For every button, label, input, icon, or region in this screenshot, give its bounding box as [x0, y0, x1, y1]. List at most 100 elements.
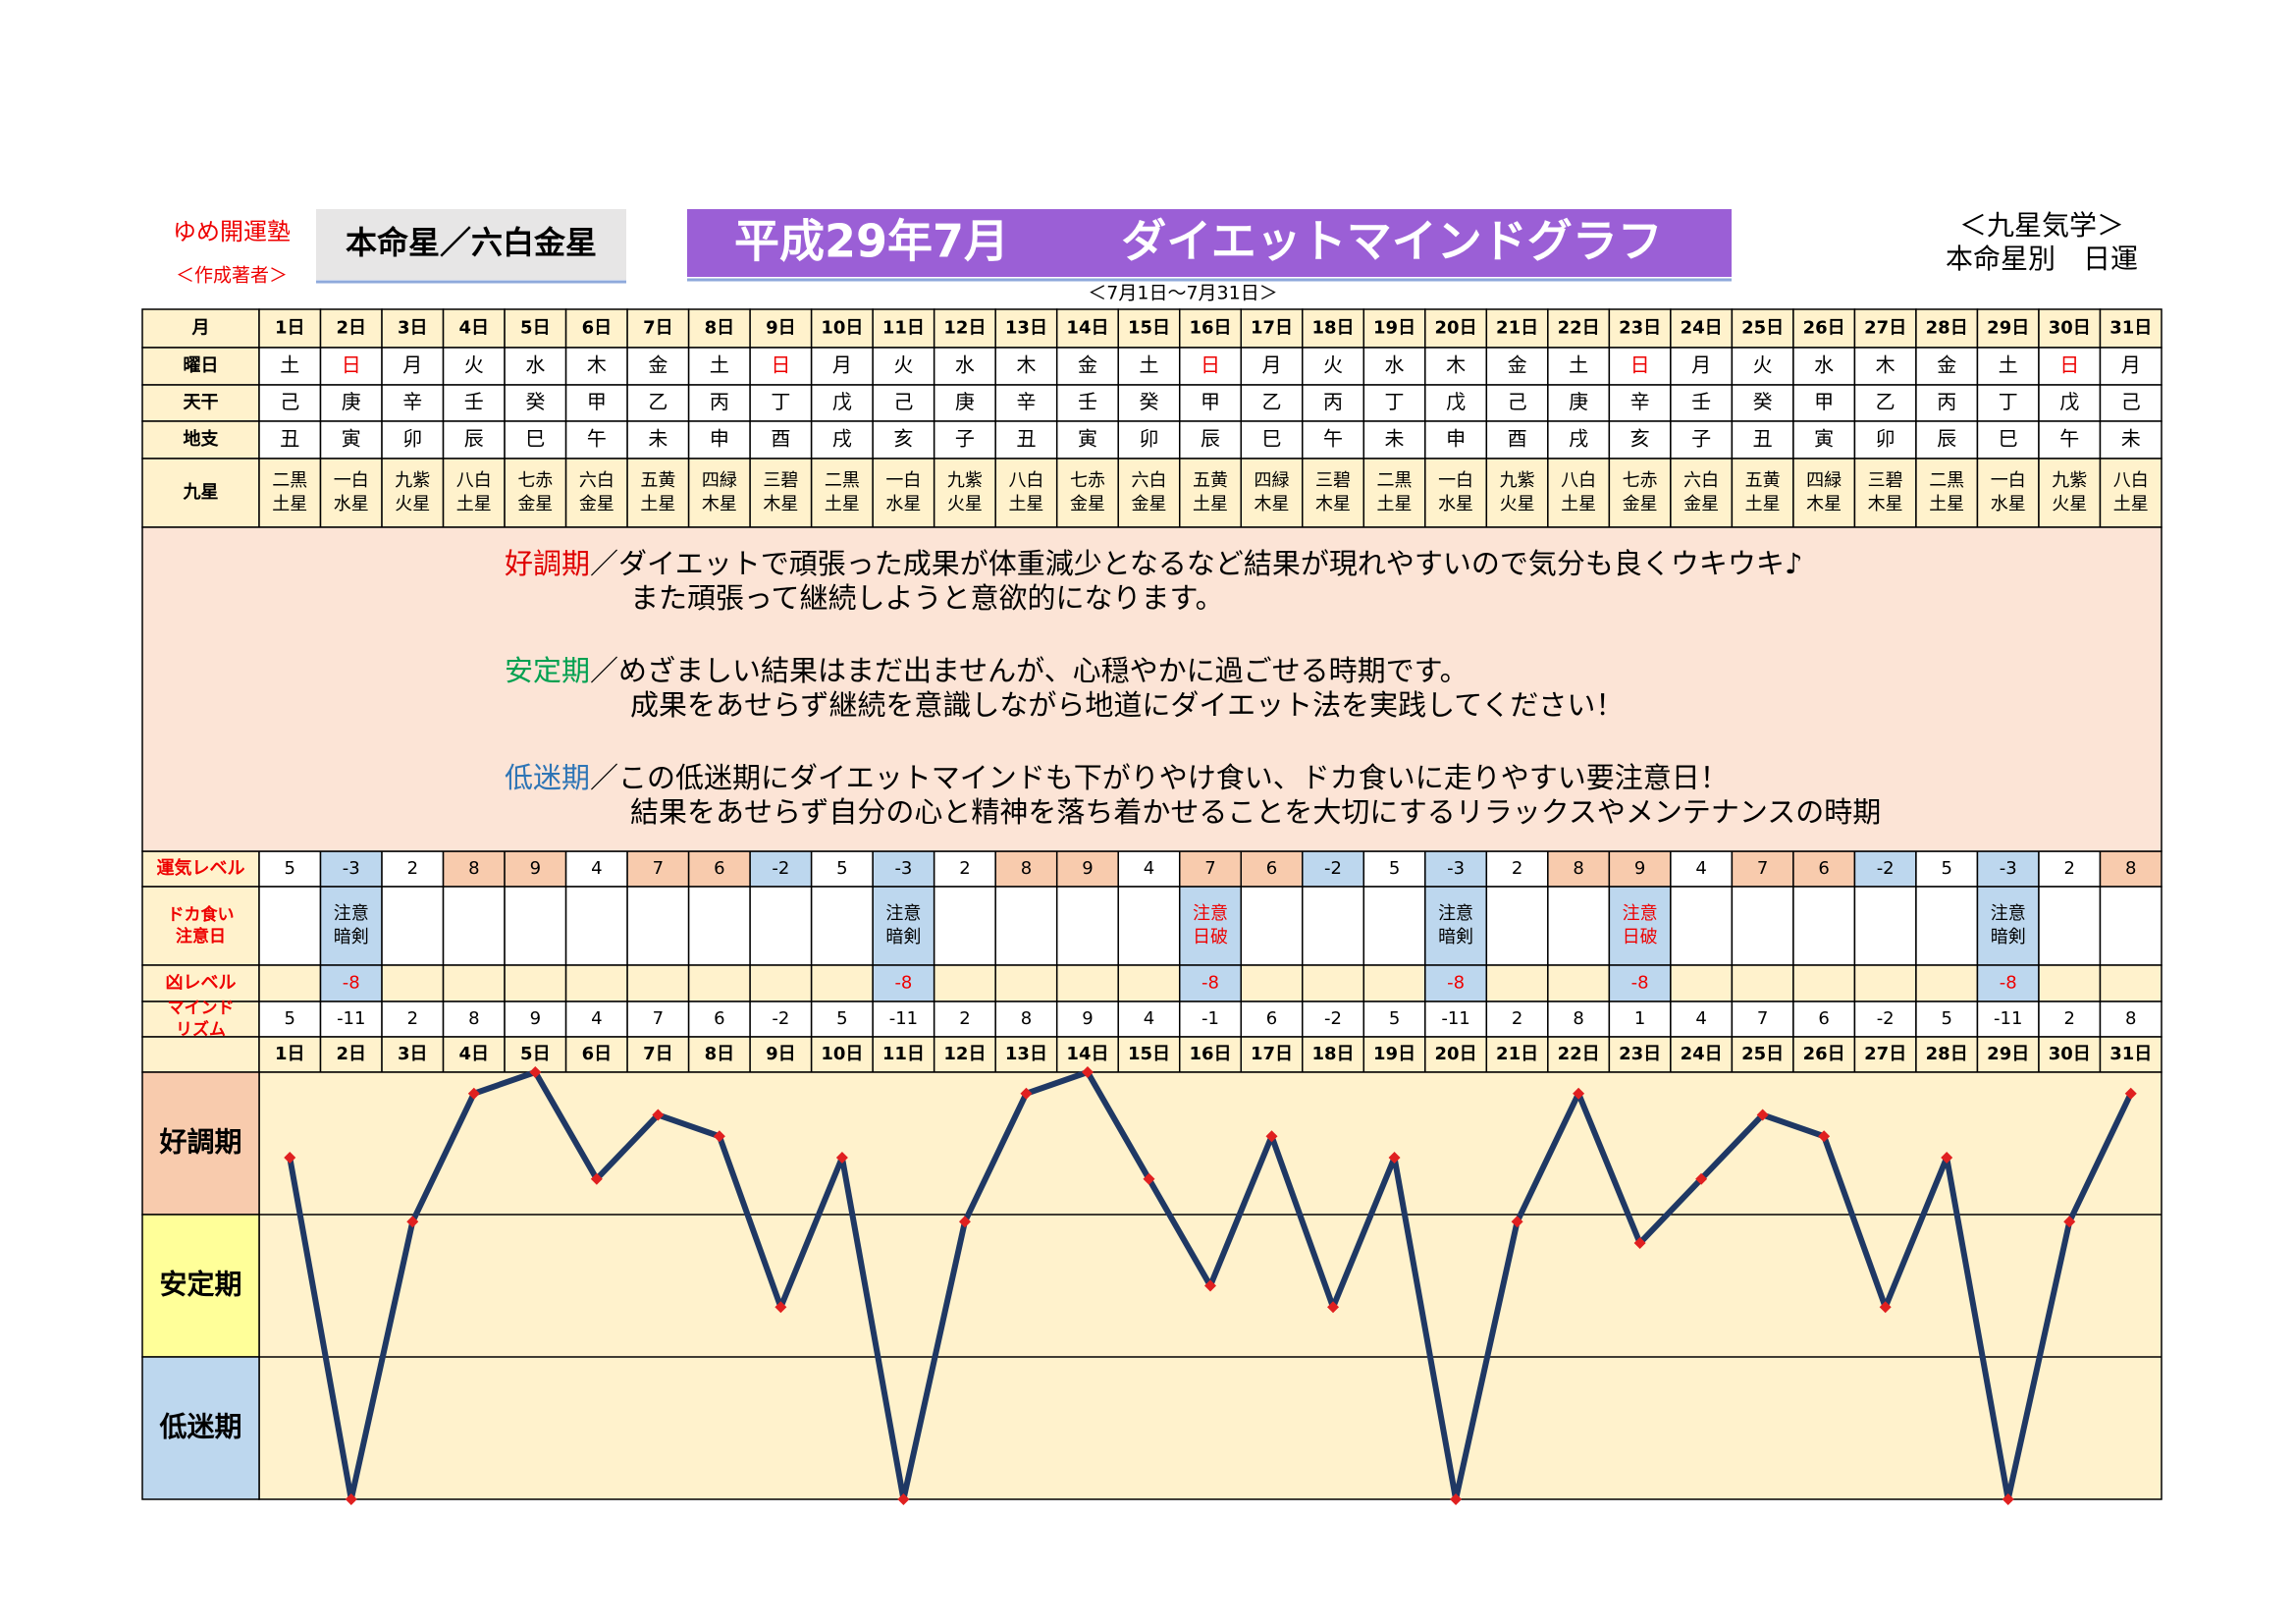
marker	[529, 1066, 542, 1078]
cell	[1915, 850, 1979, 888]
mind-cell: -2	[1877, 1008, 1895, 1029]
kan-cell: 戊	[832, 390, 852, 413]
cell	[1731, 420, 1794, 460]
marker	[1633, 1237, 1646, 1249]
kan-cell: 丙	[710, 390, 729, 413]
cell	[1547, 964, 1611, 1002]
cell	[687, 1001, 751, 1038]
cell	[1424, 347, 1488, 386]
cell	[1485, 886, 1549, 966]
star-cell: 四緑	[702, 470, 737, 491]
star-cell: 八白	[1008, 470, 1043, 491]
month-cell: 29日	[1987, 318, 2029, 339]
luck-cell: -3	[1447, 858, 1465, 879]
shi-cell: 子	[1691, 427, 1711, 451]
shi-cell: 申	[710, 427, 729, 451]
cell	[1976, 347, 2040, 386]
kan-cell: 辛	[1016, 390, 1036, 413]
marker	[467, 1087, 480, 1100]
weekday-cell: 水	[1385, 353, 1405, 377]
day-cell: 31日	[2109, 1044, 2152, 1064]
star-cell: 金星	[579, 494, 614, 514]
range: ＜7月1日～7月31日＞	[1088, 283, 1277, 304]
shi-cell: 寅	[1814, 427, 1834, 451]
cell	[1240, 458, 1304, 528]
shi-cell: 亥	[1630, 427, 1650, 451]
weekday-cell: 土	[280, 353, 299, 377]
shi-cell: 丑	[1016, 427, 1036, 451]
day-cell: 24日	[1681, 1044, 1723, 1064]
cell	[442, 347, 506, 386]
day-cell: 25日	[1741, 1044, 1784, 1064]
cell	[1670, 420, 1734, 460]
cell	[1792, 850, 1856, 888]
cell	[1485, 964, 1549, 1002]
cell	[994, 420, 1058, 460]
cell	[2099, 1001, 2163, 1038]
shi-cell: 辰	[1201, 427, 1220, 451]
mind-cell: -11	[889, 1008, 918, 1029]
marker	[406, 1216, 419, 1228]
marker	[1511, 1216, 1523, 1228]
star-cell: 三碧	[1868, 470, 1903, 491]
cell	[872, 886, 935, 966]
day-cell: 29日	[1987, 1044, 2029, 1064]
cell	[1670, 347, 1734, 386]
mind-cell: 9	[1082, 1008, 1093, 1029]
cell	[1302, 347, 1365, 386]
star-cell: 土星	[1008, 494, 1043, 514]
weekday-cell: 木	[1876, 353, 1896, 377]
cell	[1055, 886, 1119, 966]
line: ／めざましい結果はまだ出ませんが、心穏やかに過ごせる時期です。	[590, 654, 1468, 687]
cell	[933, 886, 996, 966]
day-cell: 9日	[766, 1044, 796, 1064]
cell	[1608, 384, 1672, 422]
weekday-cell: 水	[1814, 353, 1834, 377]
marker	[897, 1493, 910, 1505]
cell	[626, 458, 690, 528]
cell	[1055, 384, 1119, 422]
star-cell: 八白	[456, 470, 492, 491]
kan-cell: 辛	[402, 390, 422, 413]
description: 成果をあせらず継続を意識しながら地道にダイエット法を実践してください！	[630, 688, 1624, 722]
cell	[258, 420, 322, 460]
cell	[1424, 308, 1488, 349]
star-cell: 水星	[1991, 494, 2026, 514]
cell	[2099, 850, 2163, 888]
star-cell: 五黄	[1193, 470, 1228, 491]
cell	[381, 850, 445, 888]
cell	[1915, 308, 1979, 349]
weekday-cell: 土	[1999, 353, 2018, 377]
mind-cell: 5	[285, 1008, 295, 1029]
cell	[810, 384, 874, 422]
day-cell: 6日	[582, 1044, 613, 1064]
luck-cell: 8	[468, 858, 479, 879]
cell	[2038, 1036, 2102, 1073]
shi-cell: 巳	[1999, 427, 2018, 451]
month-cell: 15日	[1128, 318, 1170, 339]
shi-cell: 子	[955, 427, 975, 451]
star-cell: 土星	[1193, 494, 1228, 514]
cell	[1608, 308, 1672, 349]
day-cell: 3日	[398, 1044, 428, 1064]
cell	[1976, 1001, 2040, 1038]
caution-cell: 注意	[1193, 903, 1228, 924]
mind-cell: -11	[1994, 1008, 2022, 1029]
star-cell: 木星	[1315, 494, 1351, 514]
star-label: 本命星／六白金星	[346, 224, 597, 261]
cell	[1178, 347, 1243, 386]
shi-cell: 未	[1385, 427, 1405, 451]
mind-cell: 4	[1144, 1008, 1154, 1029]
cell	[626, 886, 690, 966]
cell	[2099, 1036, 2163, 1073]
marker	[345, 1493, 357, 1505]
day-cell: 30日	[2049, 1044, 2091, 1064]
kan-cell: 丁	[1385, 390, 1405, 413]
marker	[2124, 1087, 2137, 1100]
cell	[1853, 964, 1917, 1002]
cell	[1117, 347, 1181, 386]
cell	[1608, 886, 1672, 966]
luck-cell: 8	[1573, 858, 1583, 879]
cell	[1670, 308, 1734, 349]
cell	[1117, 1001, 1181, 1038]
